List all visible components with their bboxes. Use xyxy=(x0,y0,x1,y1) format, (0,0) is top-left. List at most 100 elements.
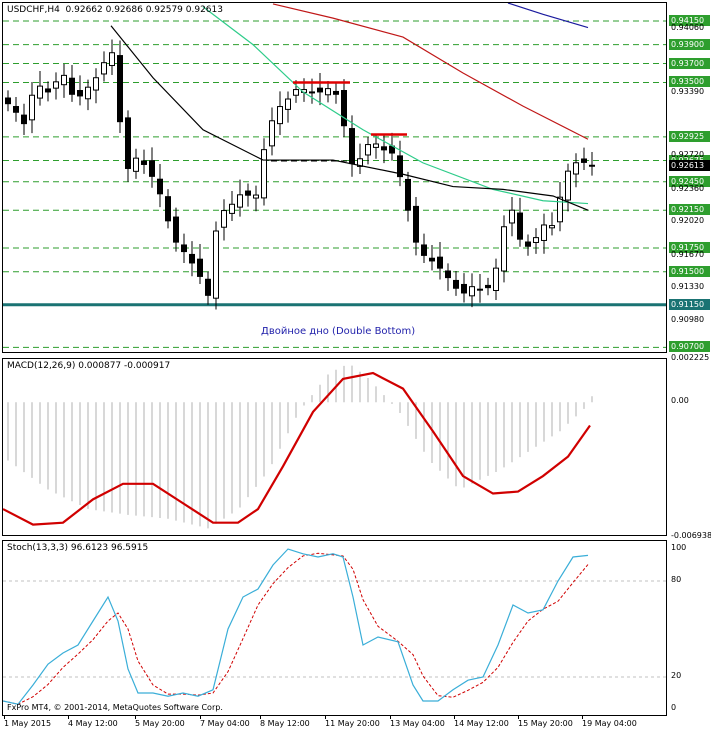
candle-body xyxy=(45,88,51,93)
stoch-tick: 80 xyxy=(671,575,682,584)
candle-body xyxy=(501,226,507,272)
candle-body xyxy=(213,230,219,299)
candle-body xyxy=(221,210,227,228)
candle-body xyxy=(293,89,299,96)
chart-title: USDCHF,H4 0.92662 0.92686 0.92579 0.9261… xyxy=(7,5,223,15)
time-tick-mark xyxy=(325,716,326,719)
copyright-text: FxPro MT4, © 2001-2014, MetaQuotes Softw… xyxy=(7,703,223,712)
candle-body xyxy=(477,288,483,291)
ma-fast-line xyxy=(202,6,589,205)
ma-slow-line xyxy=(507,3,589,29)
candle-body xyxy=(269,120,275,147)
candle-body xyxy=(141,160,147,165)
candle-body xyxy=(109,52,115,67)
candle-body xyxy=(165,196,171,222)
stoch-tick: 100 xyxy=(671,543,687,552)
price-chart[interactable] xyxy=(3,3,667,353)
stoch-tick: 20 xyxy=(671,671,682,680)
time-tick-mark xyxy=(390,716,391,719)
candle-body xyxy=(533,237,539,243)
price-tick: 0.92360 xyxy=(671,184,705,194)
candle-body xyxy=(325,88,331,96)
candle-body xyxy=(277,106,283,125)
macd-pane[interactable]: MACD(12,26,9) 0.000877 -0.000917 xyxy=(2,358,667,536)
time-label: 15 May 20:00 xyxy=(518,719,573,728)
stochastic-title: Stoch(13,3,3) 96.6123 96.5915 xyxy=(7,543,149,553)
support-level-label: 0.91150 xyxy=(669,298,710,310)
candle-body xyxy=(509,209,515,224)
price-tick: 0.91330 xyxy=(671,281,705,291)
candle-body xyxy=(5,97,11,105)
level-label: 0.90700 xyxy=(669,341,710,353)
ma-black-line xyxy=(110,25,589,211)
candle-body xyxy=(181,244,187,253)
time-label: 14 May 12:00 xyxy=(454,719,509,728)
price-tick: 0.94060 xyxy=(671,23,705,33)
candle-body xyxy=(101,62,107,75)
stoch-tick: 0 xyxy=(671,703,677,712)
candle-body xyxy=(173,216,179,243)
candle-body xyxy=(421,244,427,256)
level-label: 0.92450 xyxy=(669,175,710,187)
candle-body xyxy=(437,256,443,269)
time-label: 5 May 20:00 xyxy=(135,719,185,728)
candle-body xyxy=(485,284,491,289)
candle-body xyxy=(69,77,75,95)
candle-body xyxy=(557,196,563,223)
candle-body xyxy=(525,241,531,247)
time-label: 8 May 12:00 xyxy=(260,719,310,728)
time-label: 4 May 12:00 xyxy=(68,719,118,728)
level-label: 0.92925 xyxy=(669,130,710,142)
macd-title: MACD(12,26,9) 0.000877 -0.000917 xyxy=(7,361,171,371)
candles xyxy=(5,39,595,310)
candle-body xyxy=(245,190,251,196)
candle-body xyxy=(133,157,139,172)
candle-body xyxy=(429,257,435,262)
candle-body xyxy=(493,267,499,291)
time-tick-mark xyxy=(4,716,5,719)
candle-body xyxy=(453,279,459,289)
candle-body xyxy=(341,90,347,127)
time-label: 11 May 20:00 xyxy=(325,719,380,728)
candle-body xyxy=(53,81,59,89)
candle-body xyxy=(237,194,243,208)
candle-body xyxy=(13,106,19,113)
time-tick-mark xyxy=(200,716,201,719)
macd-chart xyxy=(3,365,593,529)
candle-body xyxy=(205,278,211,296)
candle-body xyxy=(77,90,83,97)
time-tick-mark xyxy=(518,716,519,719)
candle-body xyxy=(85,86,91,100)
level-label: 0.91750 xyxy=(669,242,710,254)
macd-tick: 0.00 xyxy=(671,396,689,406)
price-tick: 0.93390 xyxy=(671,86,705,96)
candle-body xyxy=(189,253,195,264)
candle-body xyxy=(197,258,203,277)
candle-body xyxy=(125,117,131,169)
time-tick-mark xyxy=(582,716,583,719)
candle-body xyxy=(565,170,571,201)
macd-tick: 0.002225 xyxy=(671,353,710,362)
candle-body xyxy=(381,146,387,151)
time-label: 19 May 04:00 xyxy=(582,719,637,728)
candle-body xyxy=(365,144,371,156)
stochastic-chart xyxy=(3,548,666,705)
candle-body xyxy=(445,270,451,279)
candle-body xyxy=(21,114,27,125)
stochastic-pane[interactable]: Stoch(13,3,3) 96.6123 96.5915 FxPro MT4,… xyxy=(2,540,667,716)
candle-body xyxy=(253,194,259,199)
current-price-tag: 0.92613 xyxy=(669,160,710,172)
candle-body xyxy=(549,225,555,229)
time-label: 1 May 2015 xyxy=(4,719,52,728)
candle-body xyxy=(333,90,339,95)
price-chart-pane[interactable]: USDCHF,H4 0.92662 0.92686 0.92579 0.9261… xyxy=(2,2,667,353)
candle-body xyxy=(413,205,419,243)
candle-body xyxy=(405,178,411,211)
time-label: 13 May 04:00 xyxy=(390,719,445,728)
level-label: 0.93700 xyxy=(669,57,710,69)
stoch-main-line xyxy=(3,548,589,705)
time-axis: 1 May 2015 4 May 12:00 5 May 20:00 7 May 04… xyxy=(2,716,667,733)
level-label: 0.94150 xyxy=(669,14,710,26)
price-scale[interactable]: 0.94150 0.93900 0.93700 0.93500 0.92925 0.926… xyxy=(668,2,711,353)
price-tick: 0.92720 xyxy=(671,150,705,160)
